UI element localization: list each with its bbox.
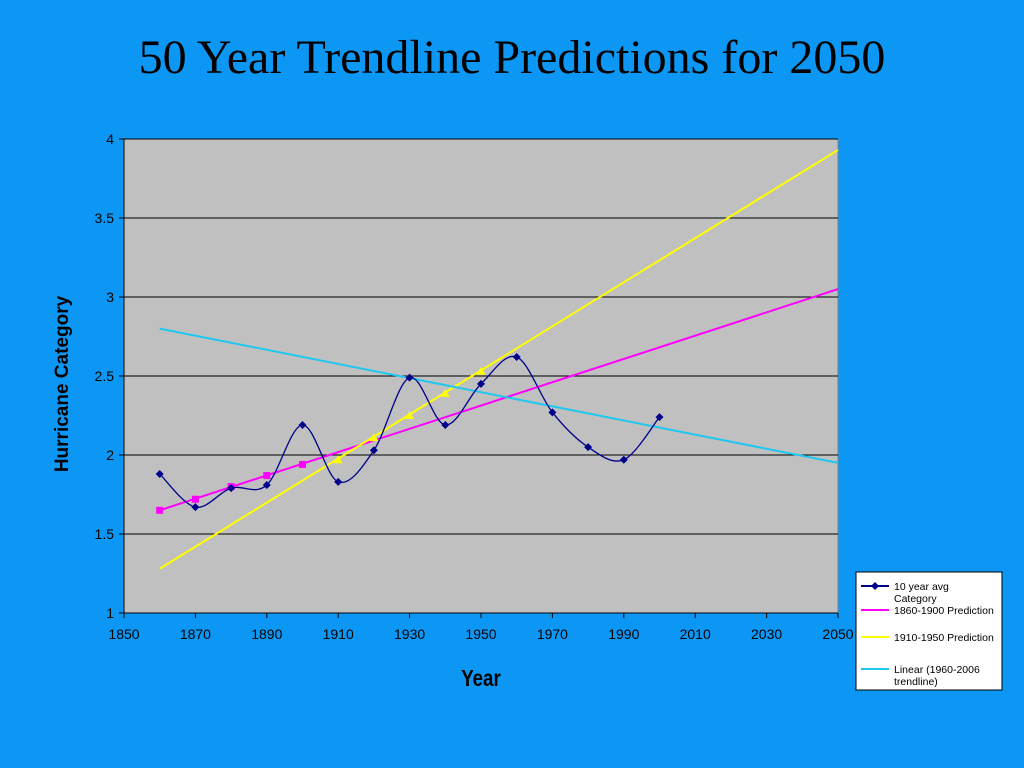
y-tick-label: 1 bbox=[106, 605, 114, 621]
legend-item: 1910-1950 Prediction bbox=[861, 632, 994, 644]
trendline bbox=[159, 327, 839, 464]
x-tick-label: 1990 bbox=[608, 626, 639, 642]
trendline bbox=[159, 288, 839, 512]
y-tick-label: 2.5 bbox=[95, 368, 115, 384]
legend-label: Category bbox=[894, 593, 937, 605]
legend-box bbox=[855, 571, 1003, 691]
data-point bbox=[191, 503, 200, 512]
data-point bbox=[369, 433, 379, 442]
legend-label: 1860-1900 Prediction bbox=[894, 605, 994, 617]
data-point bbox=[334, 477, 343, 486]
x-tick-label: 1870 bbox=[180, 626, 211, 642]
legend-item: 1860-1900 Prediction bbox=[861, 605, 994, 617]
y-axis-label: Hurricane Category bbox=[52, 295, 73, 472]
x-axis-label: Year bbox=[461, 666, 500, 691]
x-tick-label: 1950 bbox=[465, 626, 496, 642]
x-tick-label: 2050 bbox=[822, 626, 853, 642]
x-tick-label: 2010 bbox=[680, 626, 711, 642]
trendline bbox=[159, 149, 839, 570]
x-tick-label: 2030 bbox=[751, 626, 782, 642]
data-point bbox=[655, 413, 664, 422]
data-point bbox=[369, 446, 378, 455]
data-point bbox=[262, 481, 271, 490]
data-point bbox=[263, 472, 271, 480]
data-point bbox=[298, 420, 307, 429]
data-point bbox=[156, 506, 164, 514]
data-point bbox=[405, 373, 414, 382]
x-tick-label: 1890 bbox=[251, 626, 282, 642]
x-tick-label: 1930 bbox=[394, 626, 425, 642]
data-point bbox=[619, 455, 628, 464]
y-tick-label: 1.5 bbox=[95, 526, 115, 542]
axes: 1 1.5 2 2.5 3 3.5 4 1850 1870 1890 1910 1930 1950 197… bbox=[95, 131, 854, 642]
data-point bbox=[333, 455, 343, 464]
legend-marker bbox=[871, 582, 879, 590]
legend-label: 1910-1950 Prediction bbox=[894, 632, 994, 644]
data-point bbox=[227, 484, 236, 493]
data-point bbox=[440, 388, 450, 397]
data-point bbox=[512, 353, 521, 362]
slide-title: 50 Year Trendline Predictions for 2050 bbox=[138, 31, 886, 84]
data-point bbox=[584, 443, 593, 452]
y-tick-label: 3.5 bbox=[95, 210, 115, 226]
data-point bbox=[191, 495, 199, 503]
data-point bbox=[548, 408, 557, 417]
data-point bbox=[405, 411, 415, 419]
x-tick-label: 1910 bbox=[323, 626, 354, 642]
y-tick-label: 4 bbox=[106, 131, 114, 147]
legend-label: trendline) bbox=[894, 676, 938, 688]
data-point bbox=[477, 379, 485, 388]
series-2 bbox=[159, 149, 839, 570]
legend-label: 10 year avg bbox=[894, 581, 949, 593]
series-0 bbox=[155, 353, 664, 512]
y-tick-label: 3 bbox=[106, 289, 114, 305]
data-point bbox=[476, 366, 486, 375]
y-tick-label: 2 bbox=[106, 447, 114, 463]
x-tick-label: 1850 bbox=[108, 626, 139, 642]
data-point bbox=[441, 420, 450, 429]
x-tick-label: 1970 bbox=[537, 626, 568, 642]
legend-label: Linear (1960-2006 bbox=[894, 664, 980, 676]
data-point bbox=[299, 460, 306, 468]
gridlines bbox=[124, 138, 838, 535]
series-layer bbox=[155, 149, 839, 570]
data-point bbox=[155, 469, 164, 478]
series-3 bbox=[159, 327, 839, 464]
